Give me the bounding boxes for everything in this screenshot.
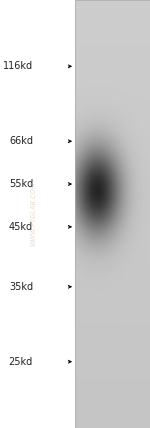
Bar xyxy=(75,0,150,428)
Text: 45kd: 45kd xyxy=(9,222,33,232)
Text: WWW.PTGLAB.COM: WWW.PTGLAB.COM xyxy=(30,181,36,247)
Text: 66kd: 66kd xyxy=(9,136,33,146)
Bar xyxy=(0,0,75,428)
Text: 25kd: 25kd xyxy=(9,357,33,367)
Text: 35kd: 35kd xyxy=(9,282,33,292)
Text: 116kd: 116kd xyxy=(3,61,33,71)
Text: 55kd: 55kd xyxy=(9,179,33,189)
